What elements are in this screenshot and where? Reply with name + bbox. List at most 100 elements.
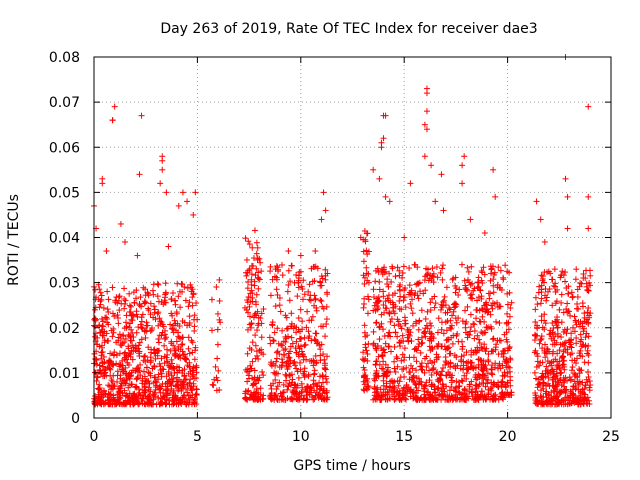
data-point	[497, 337, 504, 344]
data-point	[96, 366, 103, 373]
data-point	[158, 373, 165, 380]
data-point	[478, 293, 485, 300]
data-point	[115, 320, 122, 327]
data-point	[95, 385, 102, 392]
data-point	[98, 292, 105, 299]
data-point	[253, 385, 260, 392]
data-point	[461, 153, 468, 160]
data-point	[462, 324, 469, 331]
data-point	[573, 266, 580, 273]
data-point	[135, 386, 142, 393]
data-point	[311, 370, 318, 377]
data-point	[252, 298, 259, 305]
data-point	[213, 283, 220, 290]
data-point	[95, 296, 102, 303]
data-point	[413, 367, 420, 374]
data-point	[406, 282, 413, 289]
data-point	[95, 391, 102, 398]
data-point	[115, 337, 122, 344]
data-point	[467, 216, 474, 223]
data-point	[284, 386, 291, 393]
data-point	[322, 366, 329, 373]
data-point	[122, 297, 129, 304]
data-point	[373, 319, 380, 326]
data-point	[572, 276, 579, 283]
data-point	[156, 315, 163, 322]
data-point	[459, 318, 466, 325]
data-point	[185, 370, 192, 377]
data-point	[310, 371, 317, 378]
data-point	[212, 363, 219, 370]
data-point	[562, 278, 569, 285]
data-point	[96, 286, 103, 293]
data-point	[562, 269, 569, 276]
data-point	[98, 342, 105, 349]
data-point	[105, 309, 112, 316]
data-point	[432, 198, 439, 205]
data-point	[143, 328, 150, 335]
data-point	[487, 290, 494, 297]
data-point	[579, 300, 586, 307]
data-point	[213, 374, 220, 381]
x-axis-label: GPS time / hours	[293, 458, 410, 474]
data-point	[173, 327, 180, 334]
data-point	[176, 334, 183, 341]
data-point	[313, 307, 320, 314]
data-point	[538, 272, 545, 279]
data-point	[193, 375, 200, 382]
data-point	[121, 305, 128, 312]
data-point	[136, 339, 143, 346]
data-point	[429, 265, 436, 272]
data-point	[151, 309, 158, 316]
data-point	[559, 354, 566, 361]
data-point	[370, 328, 377, 335]
data-point	[441, 293, 448, 300]
data-point	[539, 273, 546, 280]
data-point	[126, 382, 133, 389]
x-tick-label: 20	[499, 429, 517, 445]
y-tick-label: 0.06	[49, 140, 80, 156]
data-point	[585, 352, 592, 359]
data-point	[125, 371, 132, 378]
data-point	[396, 305, 403, 312]
data-point	[114, 315, 121, 322]
data-point	[255, 355, 262, 362]
data-point	[299, 318, 306, 325]
data-point	[120, 333, 127, 340]
data-point	[169, 394, 176, 401]
data-point	[506, 313, 513, 320]
data-point	[142, 299, 149, 306]
data-point	[255, 285, 262, 292]
data-point	[185, 303, 192, 310]
data-point	[149, 287, 156, 294]
data-point	[194, 316, 201, 323]
data-point	[99, 328, 106, 335]
data-point	[117, 361, 124, 368]
data-point	[396, 339, 403, 346]
data-point	[370, 286, 377, 293]
data-point	[174, 369, 181, 376]
data-point	[251, 227, 258, 234]
data-point	[159, 399, 166, 406]
data-point	[126, 308, 133, 315]
data-point	[361, 357, 368, 364]
data-point	[586, 267, 593, 274]
data-point	[435, 315, 442, 322]
data-point	[295, 315, 302, 322]
data-point	[214, 326, 221, 333]
data-point	[186, 350, 193, 357]
data-point	[125, 397, 132, 404]
data-point	[453, 319, 460, 326]
data-point	[101, 388, 108, 395]
data-point	[318, 298, 325, 305]
data-point	[157, 321, 164, 328]
data-point	[110, 325, 117, 332]
data-point	[577, 280, 584, 287]
data-point	[294, 293, 301, 300]
data-point	[373, 319, 380, 326]
data-point	[129, 311, 136, 318]
data-point	[293, 338, 300, 345]
data-point	[495, 365, 502, 372]
data-point	[172, 320, 179, 327]
data-point	[437, 269, 444, 276]
